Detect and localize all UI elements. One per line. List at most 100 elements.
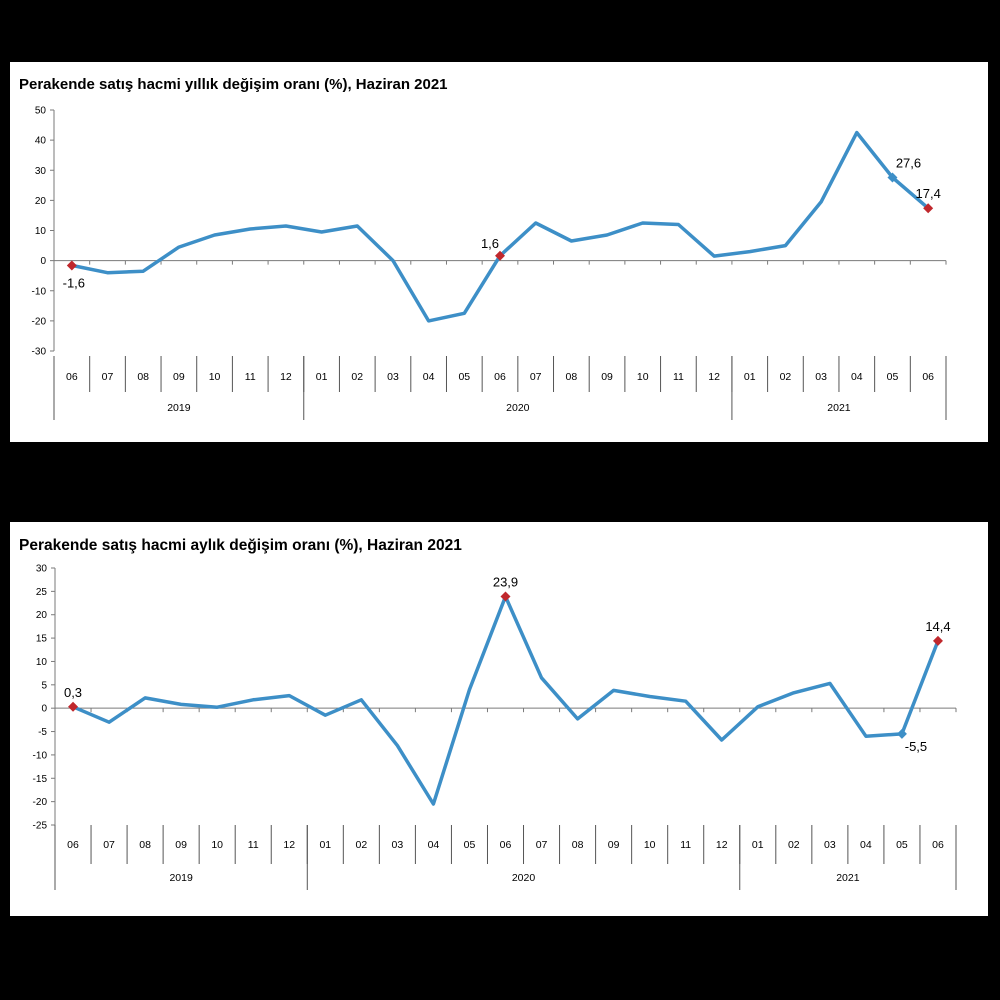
- annual-category-label: 02: [351, 371, 363, 383]
- annual-y-tick-label: -10: [32, 286, 47, 297]
- annual-category-label: 12: [708, 371, 720, 383]
- annual-category-label: 03: [387, 371, 399, 383]
- monthly-y-tick-label: 20: [36, 610, 48, 621]
- monthly-chart-panel: Perakende satış hacmi aylık değişim oran…: [10, 522, 988, 916]
- monthly-category-label: 06: [932, 839, 944, 851]
- annual-category-label: 04: [423, 371, 435, 383]
- monthly-y-tick-label: 10: [36, 657, 48, 668]
- annual-category-label: 10: [637, 371, 649, 383]
- monthly-category-label: 10: [644, 839, 656, 851]
- monthly-y-tick-label: 5: [41, 680, 47, 691]
- monthly-year-label: 2019: [169, 872, 193, 884]
- annual-data-marker: [495, 250, 505, 261]
- monthly-chart-title: Perakende satış hacmi aylık değişim oran…: [19, 537, 462, 554]
- annual-data-marker: [887, 172, 898, 183]
- annual-category-label: 09: [601, 371, 613, 383]
- monthly-category-label: 10: [211, 839, 223, 851]
- monthly-data-marker: [932, 635, 943, 646]
- monthly-category-label: 02: [355, 839, 367, 851]
- monthly-y-tick-label: -10: [33, 750, 48, 761]
- monthly-category-label: 04: [860, 839, 872, 851]
- annual-category-label: 03: [815, 371, 827, 383]
- monthly-y-tick-label: 25: [36, 587, 48, 598]
- monthly-series-line: [71, 594, 940, 806]
- annual-category-label: 06: [494, 371, 506, 383]
- monthly-category-label: 07: [103, 839, 115, 851]
- annual-category-label: 08: [566, 371, 578, 383]
- monthly-data-marker: [68, 701, 79, 712]
- monthly-y-tick-label: 15: [36, 634, 48, 645]
- monthly-y-tick-label: -20: [33, 797, 48, 808]
- monthly-category-label: 06: [500, 839, 512, 851]
- annual-series-line: [70, 130, 930, 323]
- annual-y-tick-label: 10: [35, 226, 47, 237]
- annual-category-label: 01: [744, 371, 756, 383]
- annual-y-tick-label: 30: [35, 166, 47, 177]
- monthly-chart-plot: 30 25 20 15 10 5 0 -5 -10 -15 -20 -25 06 07 08 09 10 11 12…: [33, 564, 957, 890]
- annual-data-label: -1,6: [63, 275, 85, 290]
- monthly-data-marker: [500, 591, 511, 602]
- annual-data-label: 27,6: [896, 155, 921, 170]
- monthly-data-label: 14,4: [925, 619, 950, 634]
- annual-category-label: 07: [530, 371, 542, 383]
- annual-y-tick-label: 20: [35, 196, 47, 207]
- monthly-category-label: 11: [680, 839, 691, 851]
- monthly-data-label: -5,5: [905, 739, 927, 754]
- annual-y-tick-label: 50: [35, 106, 47, 117]
- annual-year-label: 2021: [827, 402, 851, 414]
- monthly-category-label: 03: [392, 839, 404, 851]
- monthly-category-label: 06: [67, 839, 79, 851]
- annual-category-label: 04: [851, 371, 863, 383]
- monthly-category-label: 03: [824, 839, 836, 851]
- annual-category-label: 12: [280, 371, 292, 383]
- annual-year-label: 2020: [506, 402, 530, 414]
- annual-data-marker: [923, 203, 934, 214]
- annual-category-label: 10: [209, 371, 221, 383]
- monthly-data-marker: [896, 728, 907, 739]
- monthly-y-tick-label: 0: [41, 704, 47, 715]
- monthly-category-label: 07: [536, 839, 548, 851]
- annual-y-tick-label: 0: [40, 256, 46, 267]
- monthly-category-label: 08: [572, 839, 584, 851]
- monthly-category-label: 09: [608, 839, 620, 851]
- monthly-year-label: 2021: [836, 872, 860, 884]
- annual-y-tick-label: -30: [32, 347, 47, 358]
- monthly-category-label: 01: [752, 839, 764, 851]
- monthly-y-tick-label: -25: [33, 821, 48, 832]
- monthly-y-tick-label: -15: [33, 774, 48, 785]
- monthly-category-label: 02: [788, 839, 800, 851]
- annual-category-label: 05: [887, 371, 899, 383]
- monthly-data-label: 0,3: [64, 685, 82, 700]
- annual-category-label: 07: [102, 371, 114, 383]
- monthly-category-label: 12: [283, 839, 295, 851]
- annual-category-label: 05: [458, 371, 470, 383]
- annual-data-label: 1,6: [481, 236, 499, 251]
- monthly-category-label: 12: [716, 839, 728, 851]
- annual-category-label: 01: [316, 371, 328, 383]
- monthly-category-label: 01: [319, 839, 331, 851]
- monthly-category-label: 05: [896, 839, 908, 851]
- annual-category-label: 02: [780, 371, 792, 383]
- annual-category-label: 08: [137, 371, 149, 383]
- monthly-y-tick-label: -5: [38, 727, 47, 738]
- annual-data-label: 17,4: [916, 186, 941, 201]
- monthly-category-label: 11: [248, 839, 259, 851]
- annual-category-label: 11: [673, 371, 684, 383]
- annual-year-label: 2019: [167, 402, 191, 414]
- monthly-y-tick-label: 30: [36, 564, 48, 575]
- monthly-category-label: 08: [139, 839, 151, 851]
- annual-chart-title: Perakende satış hacmi yıllık değişim ora…: [19, 76, 448, 93]
- annual-category-label: 06: [66, 371, 78, 383]
- annual-category-label: 11: [245, 371, 256, 383]
- monthly-data-label: 23,9: [493, 575, 518, 590]
- annual-category-label: 06: [922, 371, 934, 383]
- annual-chart-plot: 50 40 30 20 10 0 -10 -20 -30 06 07 08 09 10 11 12 01 02 03…: [32, 106, 947, 420]
- monthly-category-label: 04: [428, 839, 440, 851]
- annual-data-marker: [66, 260, 77, 271]
- monthly-category-label: 05: [464, 839, 476, 851]
- annual-category-label: 09: [173, 371, 185, 383]
- annual-y-tick-label: 40: [35, 136, 47, 147]
- monthly-year-label: 2020: [512, 872, 536, 884]
- annual-chart-panel: Perakende satış hacmi yıllık değişim ora…: [10, 62, 988, 442]
- monthly-category-label: 09: [175, 839, 187, 851]
